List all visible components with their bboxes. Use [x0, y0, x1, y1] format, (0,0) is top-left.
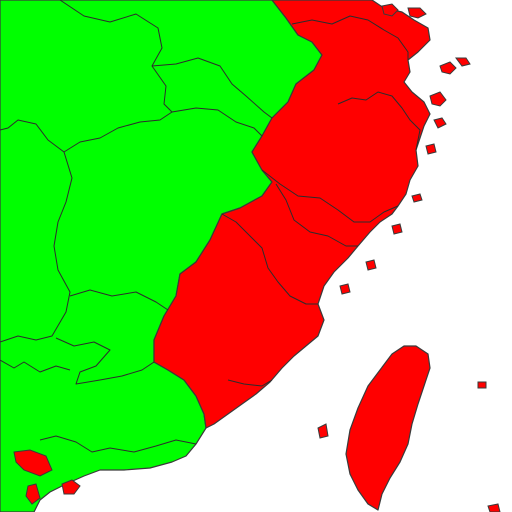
island-taiwan	[345, 345, 431, 511]
boundary-line	[261, 169, 399, 223]
boundary-line	[55, 337, 155, 385]
boundary-line	[227, 379, 273, 387]
boundary-line	[171, 107, 263, 137]
boundary-line	[0, 151, 73, 343]
boundary-line	[221, 213, 318, 305]
boundary-line	[337, 91, 421, 151]
boundary-line	[291, 15, 409, 60]
boundary-line	[39, 435, 197, 453]
boundary-line	[0, 359, 71, 373]
boundary-line	[69, 289, 169, 311]
boundary-line	[0, 0, 173, 153]
boundary-line	[275, 183, 358, 247]
boundary-line	[151, 57, 273, 119]
coastal-islands	[13, 3, 501, 512]
